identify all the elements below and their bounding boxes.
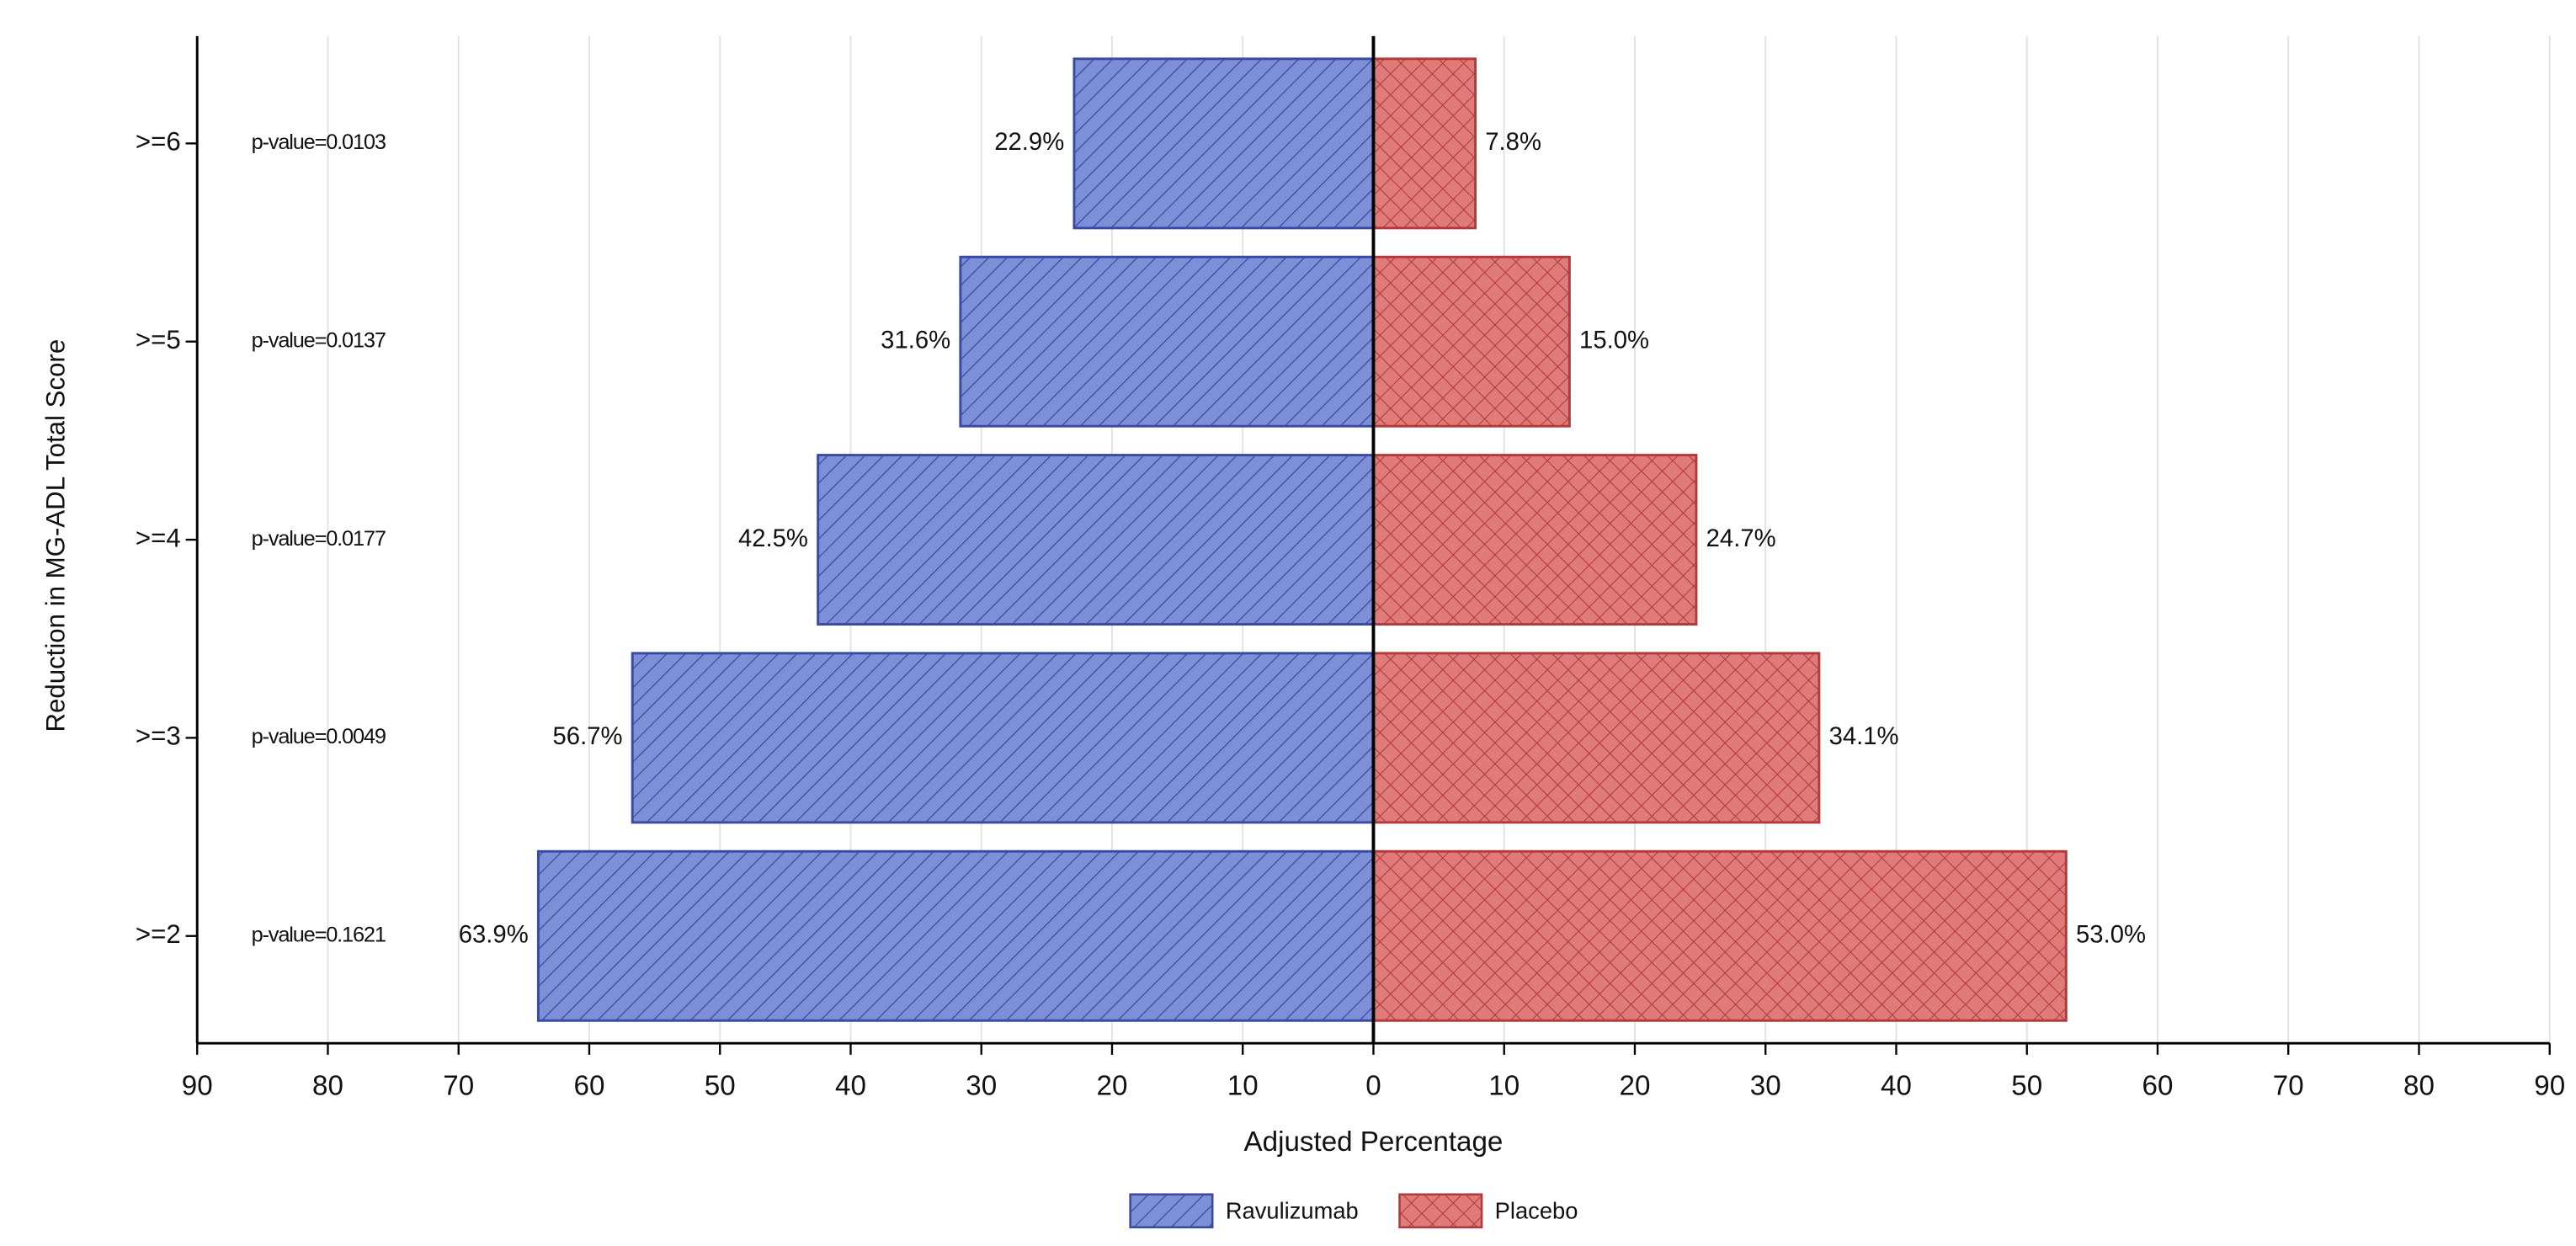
value-label: 56.7%	[553, 723, 623, 750]
annotation: p-value=0.0103	[252, 130, 386, 154]
value-label: 22.9%	[994, 129, 1064, 156]
bar	[1372, 849, 2068, 1022]
annotation: p-value=0.0177	[252, 527, 386, 551]
x-tick-label: 90	[2534, 1071, 2565, 1102]
value-label: 15.0%	[1579, 327, 1649, 354]
x-tick-label: 30	[1750, 1071, 1781, 1102]
x-tick-label: 40	[835, 1071, 866, 1102]
y-tick-label: >=3	[136, 722, 181, 751]
x-tick-label: 30	[966, 1071, 997, 1102]
y-axis-label: Reduction in MG-ADL Total Score	[41, 339, 71, 732]
bar	[1072, 57, 1375, 230]
legend-swatch	[1398, 1193, 1483, 1229]
x-tick-label: 10	[1488, 1071, 1520, 1102]
value-label: 53.0%	[2076, 921, 2146, 948]
y-tick-label: >=4	[136, 523, 181, 552]
x-axis-label: Adjusted Percentage	[1244, 1126, 1504, 1158]
bar	[817, 454, 1375, 626]
bar	[1372, 255, 1571, 428]
x-tick-label: 10	[1227, 1071, 1259, 1102]
bar	[1372, 57, 1477, 230]
x-tick-label: 20	[1620, 1071, 1651, 1102]
value-label: 7.8%	[1485, 129, 1541, 156]
x-tick-label: 90	[182, 1071, 213, 1102]
legend-label: Ravulizumab	[1226, 1197, 1359, 1223]
axes: 90 80 70 60 50 40 30 20 10 0 10 20 30 40 50 60 70 80 90 >=6…	[136, 35, 2565, 1229]
bar	[959, 255, 1375, 428]
annotation: p-value=0.1621	[252, 923, 386, 946]
value-label: 31.6%	[881, 327, 950, 354]
value-label: 24.7%	[1706, 525, 1776, 552]
y-tick-label: >=5	[136, 325, 181, 354]
x-tick-label: 60	[2142, 1071, 2174, 1102]
x-tick-label: 80	[2403, 1071, 2435, 1102]
x-tick-label: 70	[443, 1071, 474, 1102]
annotation: p-value=0.0049	[252, 725, 386, 748]
bar	[536, 849, 1375, 1022]
x-tick-label: 50	[705, 1071, 736, 1102]
x-tick-label: 40	[1881, 1071, 1912, 1102]
x-tick-label: 70	[2273, 1071, 2304, 1102]
bar	[1372, 652, 1821, 824]
legend-swatch	[1129, 1193, 1214, 1229]
value-label: 42.5%	[738, 525, 808, 552]
x-tick-label: 0	[1365, 1071, 1381, 1102]
value-label: 63.9%	[459, 921, 529, 948]
y-tick-label: >=6	[136, 127, 181, 157]
bars: 22.9% 31.6% 42.5% 56.7% 63.9% 7.8% 15.0% 24.7% 3…	[459, 35, 2146, 1044]
legend-label: Placebo	[1495, 1197, 1578, 1223]
annotation: p-value=0.0137	[252, 328, 386, 352]
y-tick-label: >=2	[136, 919, 181, 949]
x-tick-label: 50	[2011, 1071, 2042, 1102]
value-label: 34.1%	[1829, 723, 1899, 750]
x-tick-label: 60	[574, 1071, 605, 1102]
x-tick-label: 20	[1097, 1071, 1128, 1102]
bar	[1372, 454, 1698, 626]
x-tick-label: 80	[312, 1071, 343, 1102]
bar	[631, 652, 1375, 824]
